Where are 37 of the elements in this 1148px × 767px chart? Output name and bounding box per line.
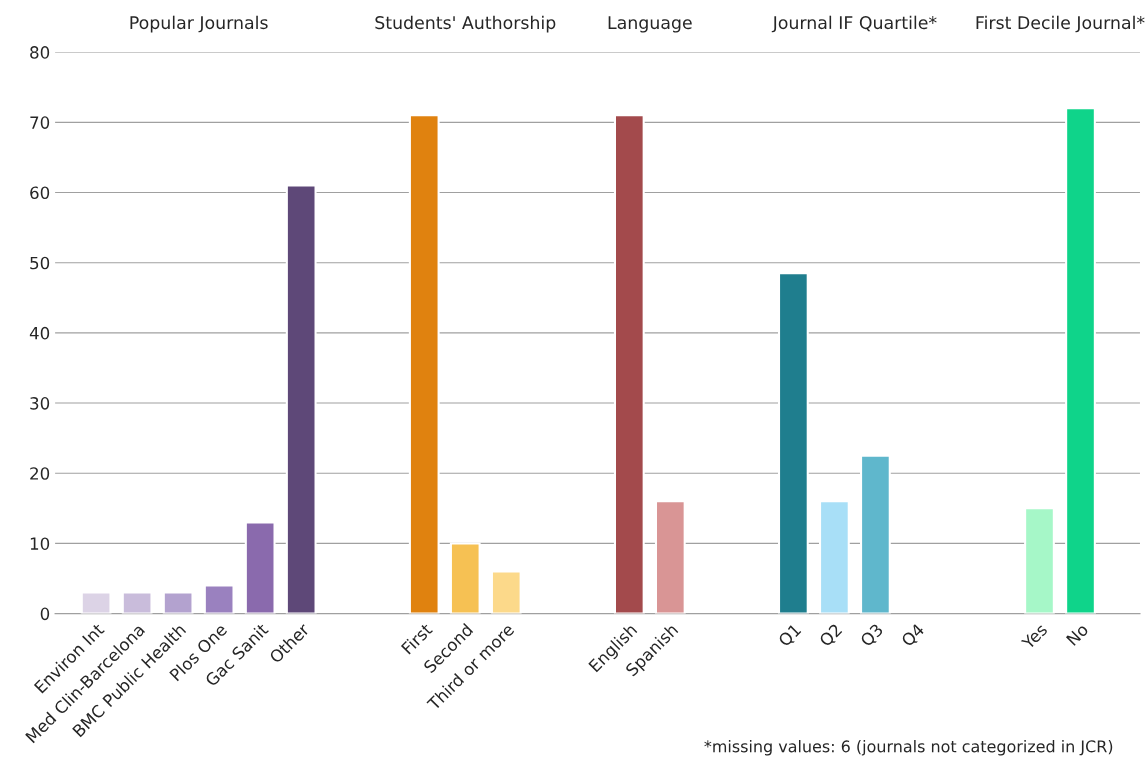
- bar: [285, 184, 317, 614]
- bar: [819, 500, 850, 614]
- text: Journal IF Quartile*: [771, 15, 937, 33]
- bar: [203, 584, 235, 614]
- x-tick-label: Q1: [777, 623, 803, 649]
- x-tick-label: Q3: [859, 623, 885, 649]
- bar: [244, 521, 276, 614]
- y-tick-label: 40: [29, 326, 50, 340]
- x-tick-label: Q2: [818, 623, 844, 649]
- bar: [490, 570, 522, 614]
- bar: [1024, 507, 1055, 614]
- text: Students' Authorship: [375, 15, 556, 33]
- y-tick-label: 20: [30, 467, 50, 480]
- y-tick-label: 80: [30, 46, 50, 59]
- x-tick-label: Q4: [900, 622, 927, 649]
- text: Popular Journals: [130, 15, 268, 33]
- x-tick-label: Yes: [1020, 622, 1049, 651]
- text: *missing values: 6 (journals not categorized in JCR): [704, 740, 1113, 756]
- y-tick-label: 70: [30, 116, 50, 129]
- y-tick-label: 10: [30, 537, 50, 550]
- bar: [449, 542, 481, 614]
- bar: [80, 591, 112, 614]
- y-tick-label: 30: [30, 397, 50, 410]
- bar: [777, 272, 809, 614]
- y-tick-label: 50: [30, 256, 50, 270]
- bar: [654, 500, 686, 614]
- bar: [408, 114, 440, 614]
- bar: [860, 454, 891, 614]
- bar: [162, 591, 194, 614]
- y-tick-label: 0: [40, 607, 50, 621]
- text: First Decile Journal*: [976, 15, 1145, 33]
- bar: [121, 591, 153, 614]
- y-tick-label: 60: [30, 186, 50, 200]
- x-tick-label: No: [1065, 622, 1089, 646]
- bar: [613, 114, 645, 614]
- bar: [1065, 107, 1096, 614]
- text: Language: [608, 16, 692, 33]
